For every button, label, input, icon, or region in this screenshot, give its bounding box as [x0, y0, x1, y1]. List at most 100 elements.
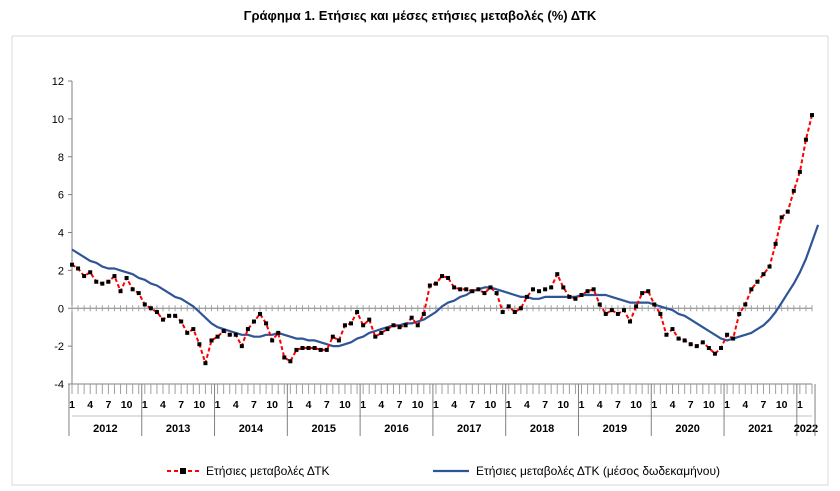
annual-point: [397, 325, 402, 330]
x-month-label: 4: [597, 399, 603, 411]
legend-item-average: Ετήσιες μεταβολές ΔΤΚ (μέσος δωδεκαμήνου…: [432, 462, 720, 480]
annual-point: [251, 319, 256, 324]
annual-point: [664, 332, 669, 337]
y-tick-label: -4: [54, 379, 64, 391]
x-month-label: 7: [178, 399, 184, 411]
x-month-label: 7: [542, 399, 548, 411]
annual-point: [676, 336, 681, 341]
x-month-label: 7: [615, 399, 621, 411]
annual-point: [670, 327, 675, 332]
x-month-label: 7: [469, 399, 475, 411]
annual-point: [227, 332, 232, 337]
annual-point: [682, 338, 687, 343]
annual-point: [221, 328, 226, 333]
annual-point: [737, 311, 742, 316]
annual-point: [464, 287, 469, 292]
annual-point: [391, 323, 396, 328]
annual-point: [239, 344, 244, 349]
legend-label-annual: Ετήσιες μεταβολές ΔΤΚ: [206, 464, 330, 478]
annual-point: [106, 279, 111, 284]
annual-point: [185, 330, 190, 335]
annual-point: [500, 310, 505, 315]
annual-point: [427, 283, 432, 288]
x-year-label: 2019: [603, 423, 627, 435]
y-tick-label: 10: [52, 114, 64, 126]
annual-point: [94, 279, 99, 284]
y-tick-label: 2: [58, 265, 64, 277]
annual-point: [82, 274, 87, 279]
annual-point: [306, 346, 311, 351]
annual-point: [615, 311, 620, 316]
annual-point: [167, 313, 172, 318]
annual-point: [173, 313, 178, 318]
annual-point: [209, 338, 214, 343]
y-tick-label: 6: [58, 190, 64, 202]
annual-point: [191, 327, 196, 332]
annual-point: [512, 310, 517, 315]
annual-point: [561, 285, 566, 290]
annual-point: [355, 310, 360, 315]
annual-point: [524, 294, 529, 299]
legend-label-average: Ετήσιες μεταβολές ΔΤΚ (μέσος δωδεκαμήνου…: [476, 464, 721, 478]
annual-point: [324, 347, 329, 352]
annual-point: [118, 289, 123, 294]
x-year-label: 2022: [794, 423, 818, 435]
x-month-label: 1: [142, 399, 148, 411]
annual-point: [367, 317, 372, 322]
annual-point: [537, 289, 542, 294]
annual-point: [597, 302, 602, 307]
x-month-label: 7: [397, 399, 403, 411]
annual-point: [791, 188, 796, 193]
annual-point: [88, 270, 93, 275]
legend-swatch-average: [433, 469, 469, 473]
annual-point: [585, 289, 590, 294]
annual-point: [530, 287, 535, 292]
annual-point: [706, 346, 711, 351]
x-year-label: 2015: [311, 423, 335, 435]
annual-point: [112, 274, 117, 279]
x-month-label: 4: [451, 399, 457, 411]
annual-point: [458, 287, 463, 292]
x-month-label: 1: [433, 399, 439, 411]
annual-point: [482, 291, 487, 296]
y-tick-label: 0: [58, 303, 64, 315]
annual-point: [549, 285, 554, 290]
annual-point: [779, 215, 784, 220]
annual-point: [440, 274, 444, 279]
annual-point: [452, 285, 457, 290]
annual-point: [567, 294, 572, 299]
annual-point: [543, 287, 548, 292]
x-month-label: 7: [761, 399, 767, 411]
annual-point: [142, 302, 147, 307]
annual-point: [621, 308, 626, 313]
annual-point: [349, 321, 354, 326]
annual-point: [743, 302, 748, 307]
annual-point: [336, 338, 341, 343]
x-month-label: 1: [69, 399, 75, 411]
annual-point: [160, 317, 165, 322]
x-month-label: 4: [742, 399, 748, 411]
annual-point: [591, 287, 596, 292]
annual-point: [773, 241, 778, 246]
annual-point: [640, 291, 645, 296]
x-month-label: 1: [797, 399, 803, 411]
legend-swatch-annual: [167, 468, 199, 474]
annual-point: [270, 338, 275, 343]
annual-point: [179, 319, 184, 324]
annual-point: [433, 281, 438, 286]
series-line-annual: [71, 114, 813, 365]
annual-point: [258, 311, 263, 316]
annual-point: [658, 311, 663, 316]
x-month-label: 1: [579, 399, 585, 411]
y-tick-label: 12: [52, 76, 64, 88]
y-tick-label: 8: [58, 152, 64, 164]
x-month-label: 7: [251, 399, 257, 411]
annual-point: [712, 351, 717, 356]
x-month-label: 10: [776, 399, 788, 411]
annual-point: [318, 347, 323, 352]
x-month-label: 1: [724, 399, 730, 411]
annual-point: [385, 327, 390, 332]
x-month-label: 1: [287, 399, 293, 411]
x-year-label: 2013: [166, 423, 190, 435]
